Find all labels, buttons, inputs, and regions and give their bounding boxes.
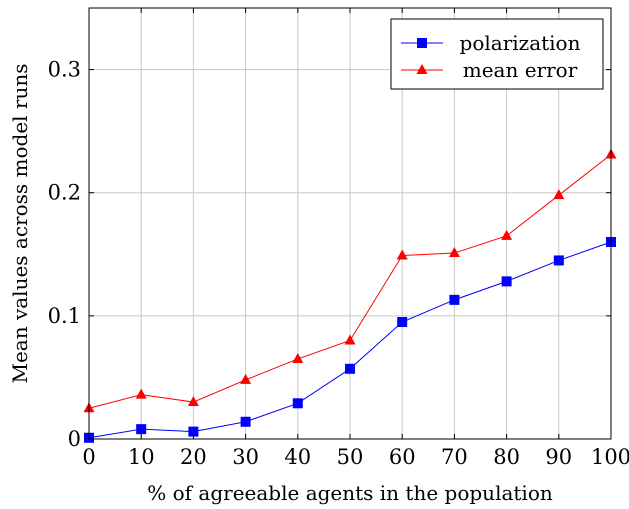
x-tick-label: 90 <box>545 445 572 469</box>
y-tick-label: 0.2 <box>48 181 81 205</box>
legend-marker <box>417 38 427 48</box>
x-tick-label: 70 <box>441 445 468 469</box>
y-tick-label: 0 <box>68 427 81 451</box>
x-tick-label: 10 <box>128 445 155 469</box>
legend-label: mean error <box>463 58 578 82</box>
data-point-square <box>345 363 355 374</box>
data-point-triangle <box>135 388 147 399</box>
data-point-square <box>449 294 460 305</box>
data-point-triangle <box>187 396 199 407</box>
legend-item: mean error <box>401 58 578 82</box>
y-axis-label: Mean values across model runs <box>8 63 32 383</box>
data-point-square <box>240 416 251 427</box>
axis-ticks: 0 10 20 30 40 50 60 70 80 90 100 0 0.1 0.2 0.3 <box>48 8 629 469</box>
data-point-square <box>292 398 303 409</box>
x-axis-label: % of agreeable agents in the population <box>147 481 553 505</box>
y-tick-label: 0.3 <box>48 58 81 82</box>
x-tick-label: 0 <box>82 445 95 469</box>
data-point-triangle <box>344 334 356 345</box>
data-point-triangle <box>448 247 460 258</box>
legend-marker <box>416 64 428 74</box>
data-point-triangle <box>501 229 513 240</box>
data-point-square <box>501 276 512 287</box>
data-point-triangle <box>292 352 304 363</box>
plot-series <box>83 148 617 443</box>
data-point-triangle <box>396 249 408 260</box>
legend-box <box>390 18 604 90</box>
y-tick-label: 0.1 <box>48 304 81 328</box>
data-point-square <box>188 426 199 437</box>
x-tick-label: 30 <box>232 445 259 469</box>
x-tick-label: 50 <box>337 445 364 469</box>
data-point-square <box>136 424 147 435</box>
data-point-square <box>397 317 408 328</box>
x-tick-label: 100 <box>591 445 629 469</box>
x-tick-label: 20 <box>180 445 207 469</box>
data-point-square <box>553 255 564 266</box>
x-tick-label: 60 <box>389 445 416 469</box>
data-point-triangle <box>553 189 565 200</box>
x-tick-label: 80 <box>493 445 520 469</box>
legend: polarization mean error <box>390 18 604 90</box>
legend-item: polarization <box>401 31 581 55</box>
series-1 <box>83 148 617 413</box>
data-point-triangle <box>240 373 252 384</box>
legend-label: polarization <box>460 31 581 55</box>
x-tick-label: 40 <box>284 445 311 469</box>
